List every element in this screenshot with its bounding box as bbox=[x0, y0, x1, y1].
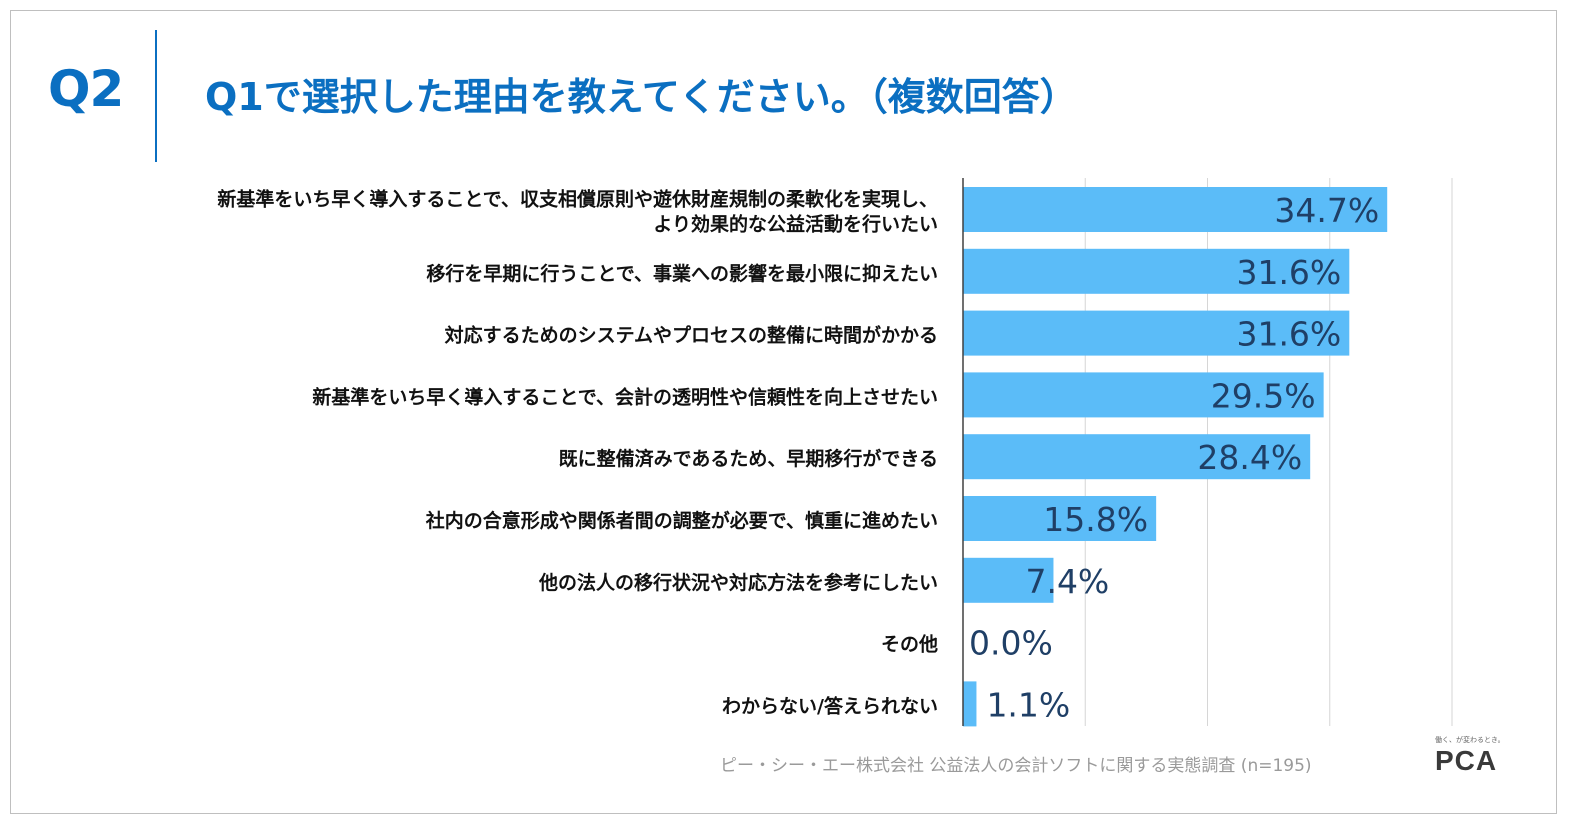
data-label: 31.6% bbox=[1236, 315, 1341, 354]
bar bbox=[963, 496, 1157, 541]
data-label: 7.4% bbox=[1025, 562, 1109, 601]
category-label: 新基準をいち早く導入することで、収支相償原則や遊休財産規制の柔軟化を実現し、 bbox=[217, 188, 938, 211]
source-note: ピー・シー・エー株式会社 公益法人の会計ソフトに関する実態調査 (n=195) bbox=[720, 756, 1312, 776]
category-label: その他 bbox=[881, 633, 938, 656]
data-label: 1.1% bbox=[986, 685, 1070, 724]
category-label: 社内の合意形成や関係者間の調整が必要で、慎重に進めたい bbox=[425, 509, 938, 532]
pca-logo: 働く、が変わるとき。 PCA bbox=[1435, 735, 1515, 783]
question-title: Q1で選択した理由を教えてください。（複数回答） bbox=[205, 75, 1078, 119]
category-label: 既に整備済みであるため、早期移行ができる bbox=[559, 447, 938, 470]
category-label: わからない/答えられない bbox=[722, 694, 938, 717]
title-divider bbox=[155, 30, 157, 162]
bar bbox=[963, 557, 1054, 603]
bar bbox=[963, 248, 1350, 294]
data-label: 34.7% bbox=[1274, 191, 1379, 230]
data-label: 0.0% bbox=[969, 624, 1053, 663]
logo-text: PCA bbox=[1435, 745, 1498, 776]
data-label: 29.5% bbox=[1211, 376, 1316, 415]
data-label: 31.6% bbox=[1236, 253, 1341, 292]
category-label: 新基準をいち早く導入することで、会計の透明性や信頼性を向上させたい bbox=[312, 385, 938, 408]
data-label: 28.4% bbox=[1197, 438, 1302, 477]
bar bbox=[963, 187, 1388, 232]
category-label: 移行を早期に行うことで、事業への影響を最小限に抑えたい bbox=[426, 262, 938, 285]
category-label: より効果的な公益活動を行いたい bbox=[653, 213, 938, 236]
bar bbox=[963, 434, 1311, 480]
question-number: Q2 bbox=[48, 60, 124, 118]
bar bbox=[963, 681, 977, 727]
category-label: 対応するためのシステムやプロセスの整備に時間がかかる bbox=[444, 324, 938, 347]
data-label: 15.8% bbox=[1043, 500, 1148, 539]
bar bbox=[963, 372, 1324, 418]
category-label: 他の法人の移行状況や対応方法を参考にしたい bbox=[538, 571, 938, 594]
bar bbox=[963, 310, 1350, 356]
logo-tagline: 働く、が変わるとき。 bbox=[1435, 736, 1505, 744]
